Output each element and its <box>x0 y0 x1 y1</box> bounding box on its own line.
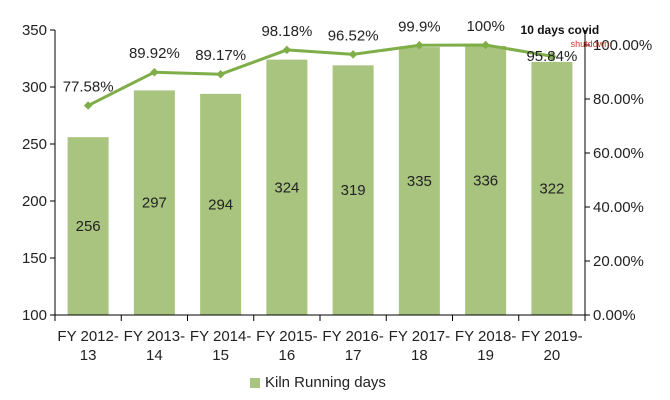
bar-value-label: 297 <box>142 195 167 212</box>
bar-value-label: 294 <box>208 196 233 213</box>
percentage-label: 77.58% <box>63 79 114 96</box>
x-tick-label: 16 <box>279 347 296 364</box>
x-tick-label: 13 <box>80 347 97 364</box>
bar <box>398 47 440 315</box>
bar-value-label: 324 <box>274 179 299 196</box>
bar <box>67 137 109 315</box>
line-marker <box>216 69 225 79</box>
percentage-line <box>87 43 553 107</box>
right-tick-label: 80.00% <box>593 91 644 108</box>
x-tick-label: 17 <box>345 347 362 364</box>
bar-value-label: 322 <box>539 180 564 197</box>
x-tick-label: FY 2015- <box>256 328 317 345</box>
right-tick-label: 40.00% <box>593 199 644 216</box>
bar <box>332 65 374 315</box>
covid-annotation: 10 days covid <box>521 23 600 37</box>
x-tick-label: FY 2013- <box>124 328 185 345</box>
line-marker <box>481 40 490 50</box>
legend: Kiln Running days <box>250 374 386 391</box>
line-marker <box>415 41 424 50</box>
x-tick-label: FY 2012- <box>57 328 118 345</box>
percentage-label: 89.92% <box>129 45 180 62</box>
x-tick-label: 14 <box>146 347 163 364</box>
bar-value-label: 319 <box>341 182 366 199</box>
percentage-label: 98.18% <box>261 23 312 40</box>
bar-value-labels: 256 297 294 324 319 335 336 322 <box>76 172 565 235</box>
bar <box>133 90 175 315</box>
x-tick-label: 18 <box>411 347 428 364</box>
bar-value-label: 335 <box>407 173 432 190</box>
left-y-axis: 100 150 200 250 300 350 <box>22 22 56 324</box>
left-tick-label: 200 <box>22 193 47 210</box>
x-tick-label: 20 <box>544 347 561 364</box>
x-axis: FY 2012- 13 FY 2013- 14 FY 2014- 15 FY 2015- 16… <box>54 314 586 364</box>
percentage-label: 96.52% <box>328 27 379 44</box>
bar-value-label: 256 <box>76 218 101 235</box>
percentage-line-series <box>83 40 557 110</box>
bar-series <box>67 45 573 316</box>
right-tick-label: 100.00% <box>593 37 652 54</box>
shutdown-annotation: shutdown <box>571 39 610 49</box>
left-tick-label: 150 <box>22 250 47 267</box>
line-marker <box>150 67 159 77</box>
legend-swatch <box>250 377 260 388</box>
left-tick-label: 100 <box>22 307 47 324</box>
right-tick-label: 60.00% <box>593 145 644 162</box>
line-marker <box>282 45 292 55</box>
x-tick-label: FY 2016- <box>322 328 383 345</box>
x-tick-label: FY 2017- <box>389 328 450 345</box>
x-tick-label: FY 2018- <box>455 328 516 345</box>
annotations: 10 days covid shutdown <box>521 23 610 49</box>
percentage-labels: 77.58% 89.92% 89.17% 98.18% 96.52% 99.9% 100% 9… <box>63 18 578 96</box>
percentage-label: 89.17% <box>195 47 246 64</box>
x-tick-label: FY 2014- <box>190 328 251 345</box>
bar <box>200 93 242 315</box>
x-tick-label: 19 <box>477 347 494 364</box>
left-tick-label: 350 <box>22 22 47 39</box>
bar-value-label: 336 <box>473 172 498 189</box>
percentage-label: 95.84% <box>526 48 577 65</box>
legend-label: Kiln Running days <box>265 374 386 391</box>
x-tick-label: 15 <box>212 347 229 364</box>
bar <box>266 59 308 315</box>
line-marker <box>348 50 358 59</box>
bar <box>465 45 507 316</box>
percentage-label: 100% <box>466 18 504 35</box>
bar <box>531 61 573 315</box>
x-tick-label: FY 2019- <box>521 328 582 345</box>
line-marker <box>83 101 93 110</box>
right-tick-label: 0.00% <box>593 307 636 324</box>
right-tick-label: 20.00% <box>593 253 644 270</box>
left-tick-label: 250 <box>22 136 47 153</box>
right-y-axis: 0.00% 20.00% 40.00% 60.00% 80.00% 100.00% <box>584 30 652 324</box>
left-tick-label: 300 <box>22 79 47 96</box>
percentage-label: 99.9% <box>398 18 441 35</box>
